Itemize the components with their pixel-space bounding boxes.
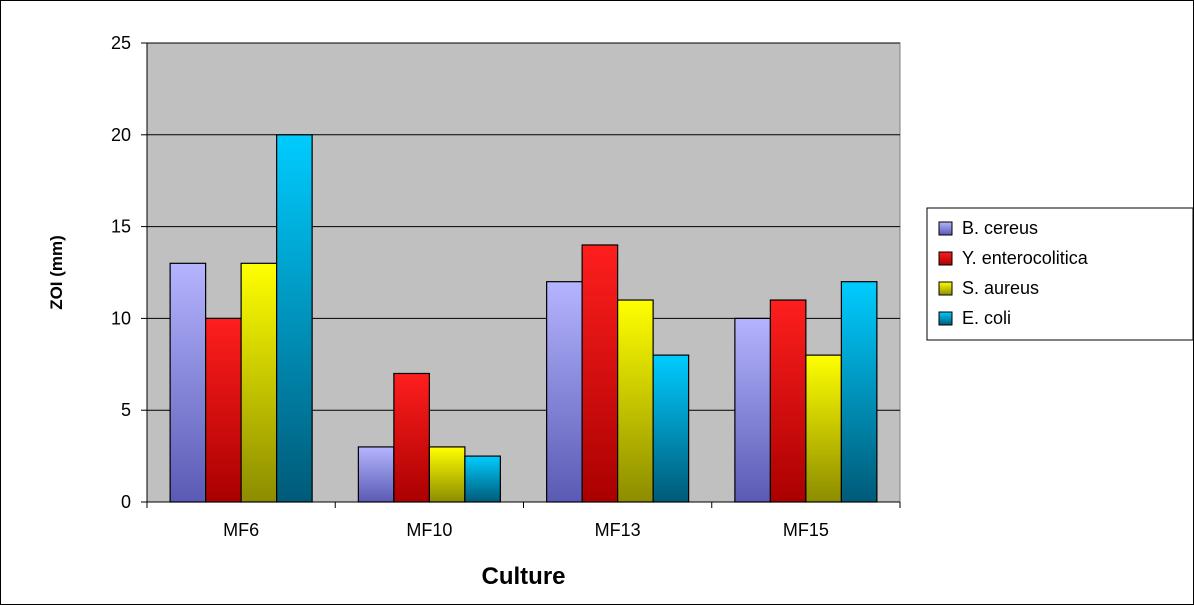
bars: [169, 134, 878, 503]
legend-swatch: [938, 221, 953, 236]
legend-label: E. coli: [962, 308, 1011, 328]
legend-swatch: [938, 251, 953, 266]
y-tick-label: 10: [111, 308, 131, 328]
legend: B. cereus Y. enterocolitica S. aureus E. co…: [926, 207, 1194, 341]
legend-box: [926, 207, 1194, 341]
x-tick-label: MF6: [223, 520, 259, 540]
bar-mf13-b-cereus: [546, 281, 583, 503]
legend-label: B. cereus: [962, 218, 1038, 238]
axes: [141, 42, 901, 508]
y-tick-label: 15: [111, 217, 131, 237]
bar-mf6-b-cereus: [169, 262, 207, 503]
y-tick-label: 25: [111, 33, 131, 53]
y-tick-label: 20: [111, 125, 131, 145]
legend-swatch: [938, 311, 953, 326]
y-axis-title: ZOI (mm): [47, 235, 66, 310]
bar-mf10-e-coli: [464, 455, 501, 503]
bar-mf13-s-aureus: [617, 299, 654, 503]
legend-label: S. aureus: [962, 278, 1039, 298]
bar-mf15-b-cereus: [734, 317, 771, 503]
x-tick-label: MF15: [783, 520, 829, 540]
bar-mf15-e-coli: [840, 281, 878, 503]
y-tick-labels: 0 5 10 15 20 25: [111, 33, 131, 512]
legend-label: Y. enterocolitica: [962, 248, 1089, 268]
bar-mf10-b-cereus: [357, 446, 395, 503]
legend-swatch: [938, 281, 953, 296]
x-axis-title: Culture: [482, 563, 566, 590]
bar-mf6-s-aureus: [240, 262, 278, 503]
x-tick-label: MF10: [406, 520, 452, 540]
bar-mf15-s-aureus: [805, 354, 842, 503]
bar-mf13-y-enterocolitica: [581, 244, 619, 503]
bar-mf10-y-enterocolitica: [393, 372, 430, 503]
bar-mf10-s-aureus: [428, 446, 466, 503]
bar-mf6-y-enterocolitica: [205, 317, 242, 503]
y-tick-label: 0: [121, 492, 131, 512]
bar-mf6-e-coli: [276, 134, 313, 503]
x-tick-label: MF13: [595, 520, 641, 540]
bar-mf13-e-coli: [652, 354, 690, 503]
x-tick-labels: MF6 MF10 MF13 MF15: [223, 520, 829, 540]
y-tick-label: 5: [121, 400, 131, 420]
bar-mf15-y-enterocolitica: [769, 299, 807, 503]
